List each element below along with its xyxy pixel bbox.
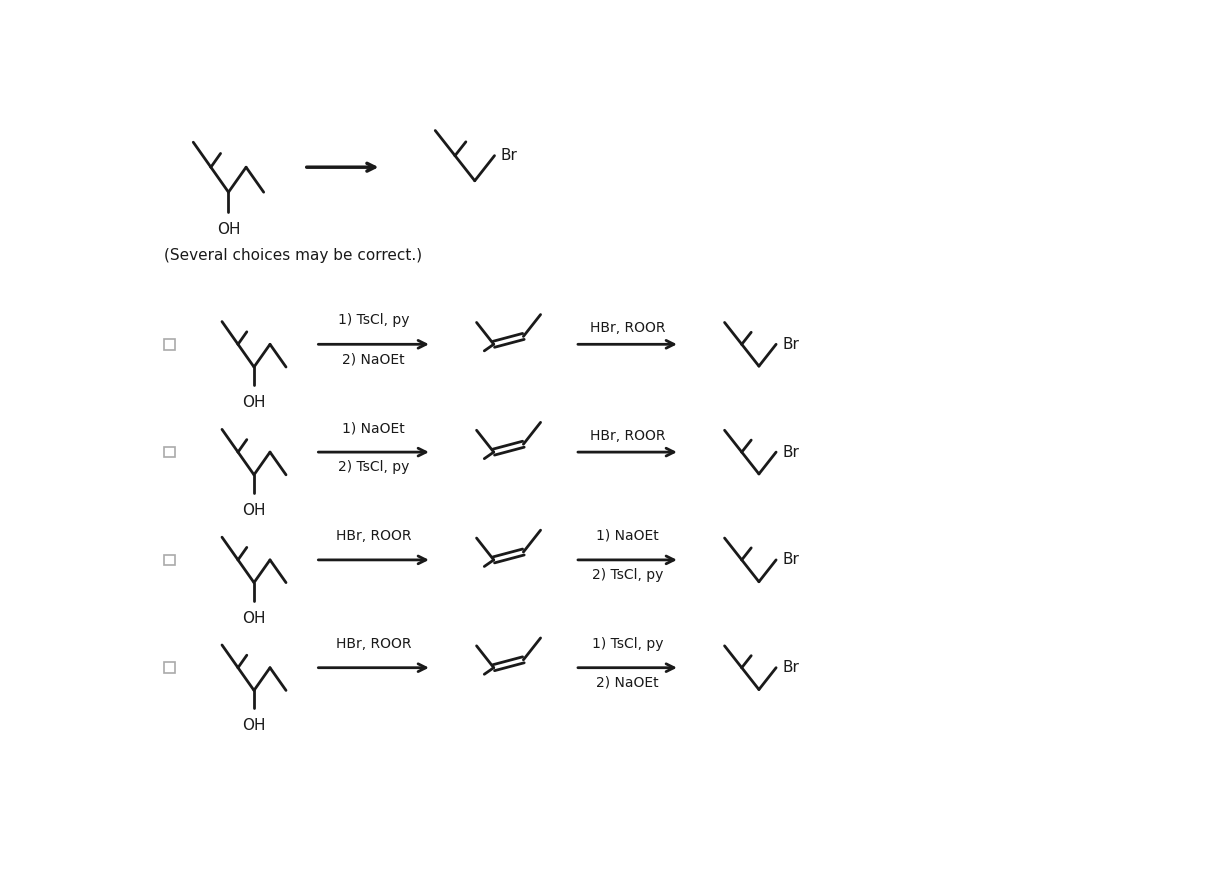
Text: OH: OH: [242, 502, 265, 517]
Text: 2) TsCl, py: 2) TsCl, py: [591, 568, 664, 582]
Text: (Several choices may be correct.): (Several choices may be correct.): [165, 248, 423, 263]
Text: 2) NaOEt: 2) NaOEt: [342, 352, 404, 366]
Text: HBr, ROOR: HBr, ROOR: [590, 429, 665, 443]
Text: Br: Br: [501, 148, 518, 163]
Text: Br: Br: [782, 444, 799, 459]
Text: Br: Br: [782, 660, 799, 675]
Text: 1) NaOEt: 1) NaOEt: [342, 422, 404, 435]
Text: 1) TsCl, py: 1) TsCl, py: [337, 313, 409, 327]
Text: 2) TsCl, py: 2) TsCl, py: [338, 459, 409, 473]
Text: OH: OH: [242, 611, 265, 626]
Text: OH: OH: [242, 395, 265, 410]
Text: 2) NaOEt: 2) NaOEt: [596, 676, 659, 689]
Text: OH: OH: [242, 718, 265, 733]
Text: 1) TsCl, py: 1) TsCl, py: [591, 637, 664, 651]
Text: HBr, ROOR: HBr, ROOR: [336, 529, 412, 543]
Text: 1) NaOEt: 1) NaOEt: [596, 529, 659, 543]
Text: OH: OH: [216, 222, 241, 237]
Text: HBr, ROOR: HBr, ROOR: [590, 321, 665, 335]
Text: HBr, ROOR: HBr, ROOR: [336, 637, 412, 651]
Text: Br: Br: [782, 553, 799, 568]
Text: Br: Br: [782, 337, 799, 352]
